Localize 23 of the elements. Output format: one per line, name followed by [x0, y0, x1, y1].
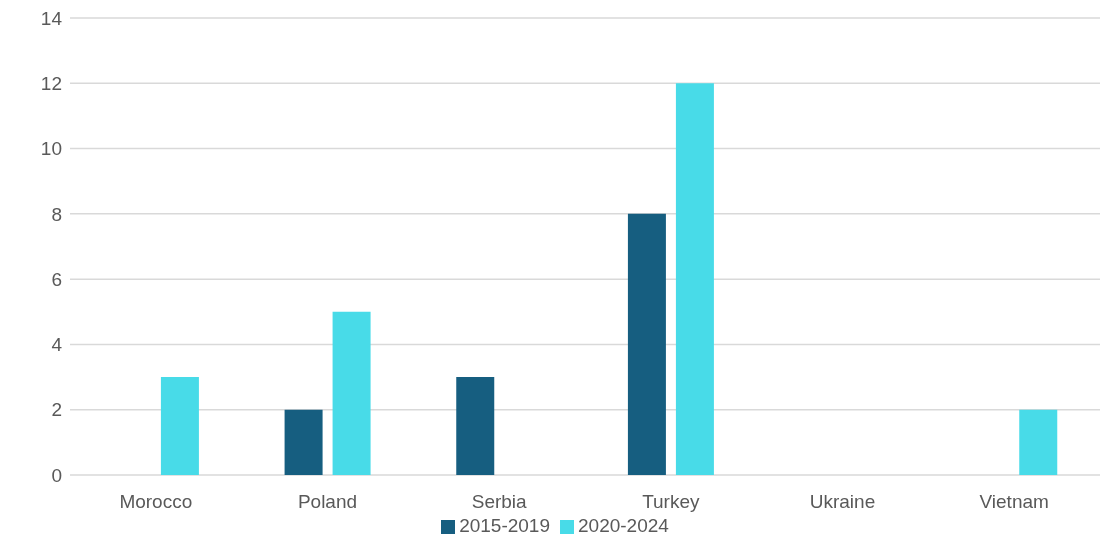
- y-tick-label: 14: [40, 7, 63, 29]
- bar: [627, 213, 666, 475]
- bar: [456, 377, 495, 475]
- x-tick-label: Vietnam: [979, 491, 1049, 513]
- x-tick-label: Turkey: [642, 491, 701, 513]
- x-tick-label: Morocco: [119, 491, 193, 513]
- x-tick-label: Poland: [297, 491, 358, 513]
- legend-label: 2020-2024: [578, 515, 669, 536]
- bar: [1019, 409, 1058, 475]
- y-tick-label: 8: [51, 203, 62, 225]
- bar: [675, 83, 714, 475]
- y-tick-label: 0: [51, 464, 62, 486]
- y-tick-label: 2: [51, 399, 62, 421]
- y-tick-label: 10: [40, 138, 62, 160]
- x-tick-label: Serbia: [471, 491, 528, 513]
- legend-label: 2015-2019: [459, 515, 550, 536]
- x-tick-label: Ukraine: [809, 491, 876, 513]
- y-tick-label: 12: [40, 73, 62, 95]
- bar: [332, 311, 371, 475]
- bar: [284, 409, 323, 475]
- bar: [160, 377, 199, 475]
- y-tick-label: 6: [51, 268, 62, 290]
- y-tick-label: 4: [51, 334, 63, 356]
